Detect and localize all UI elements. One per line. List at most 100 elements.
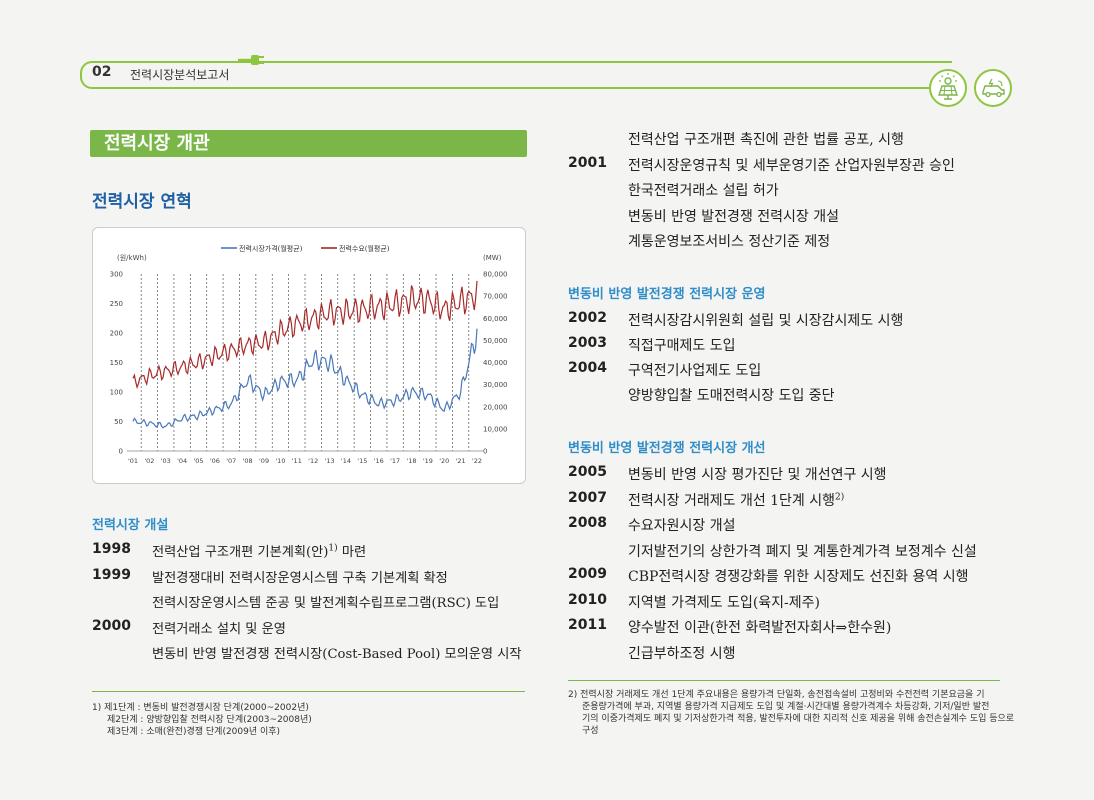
history-event-text: 긴급부하조정 시행 <box>628 645 736 662</box>
history-event: 한국전력거래소 설립 허가 <box>628 180 779 200</box>
history-year: 2000 <box>92 617 131 634</box>
history-event: 기저발전기의 상한가격 폐지 및 계통한계가격 보정계수 신설 <box>628 541 977 561</box>
legend-label: 전력수요(월평균) <box>339 244 390 253</box>
x-tick-label: '14 <box>341 457 351 465</box>
history-year: 2002 <box>568 310 607 326</box>
history-year: 2003 <box>568 335 607 351</box>
y-right-tick-label: 80,000 <box>483 271 508 279</box>
x-tick-label: '06 <box>210 457 220 465</box>
x-tick-label: '02 <box>144 457 154 465</box>
chart-canvas: (원/kWh) (MW) 300 250 200 150 100 50 0 80,000 70,00… <box>110 244 508 465</box>
subsection-title: 전력시장 연혁 <box>92 192 192 212</box>
y-right-tick-label: 50,000 <box>483 337 508 345</box>
history-year: 2008 <box>568 515 607 531</box>
history-event: 변동비 반영 시장 평가진단 및 개선연구 시행 <box>628 464 887 484</box>
history-event: 전력시장 거래제도 개선 1단계 시행2) <box>628 490 844 510</box>
history-event-text: 발전경쟁대비 전력시장운영시스템 구축 기본계획 확정 <box>152 570 448 586</box>
history-year: 2010 <box>568 591 607 608</box>
history-event-text: 양수발전 이관(한전 화력발전자회사⇒한수원) <box>628 620 892 636</box>
x-tick-label: '15 <box>357 457 367 465</box>
x-tick-label: '03 <box>161 457 171 465</box>
y-left-tick-label: 200 <box>110 330 123 338</box>
history-year: 2011 <box>568 617 607 633</box>
history-event-text: 지역별 가격제도 도입(육지-제주) <box>628 594 820 611</box>
y-right-tick-label: 0 <box>483 448 487 456</box>
history-event-text: 계통운영보조서비스 정산기준 제정 <box>628 234 831 250</box>
history-event: 직접구매제도 도입 <box>628 335 736 355</box>
x-tick-label: '01 <box>128 457 138 465</box>
electric-car-icon <box>974 69 1012 107</box>
history-event-text: 한국전력거래소 설립 허가 <box>628 183 779 199</box>
footnote-line: 기의 이중가격제도 폐지 및 기저상한가격 적용, 발전투자에 대한 지리적 신… <box>582 714 1015 724</box>
history-event: 전력시장감시위원회 설립 및 시장감시제도 시행 <box>628 310 903 330</box>
x-tick-label: '11 <box>292 457 302 465</box>
footnote-divider-right <box>568 680 1000 681</box>
history-year: 2001 <box>568 154 607 171</box>
y-left-tick-label: 50 <box>114 418 123 426</box>
x-tick-label: '21 <box>456 457 466 465</box>
footnote-line: 1) 제1단계 : 변동비 발전경쟁시장 단계(2000~2002년) <box>92 703 309 713</box>
history-event: 전력산업 구조개편 촉진에 관한 법률 공포, 시행 <box>628 129 904 149</box>
solar-panel-icon <box>929 69 967 107</box>
history-year: 2005 <box>568 464 607 480</box>
operation-heading: 변동비 반영 발전경쟁 전력시장 운영 <box>568 287 766 302</box>
y-right-tick-label: 30,000 <box>483 381 508 389</box>
y-right-tick-label: 20,000 <box>483 403 508 411</box>
x-tick-label: '12 <box>308 457 318 465</box>
history-event: 발전경쟁대비 전력시장운영시스템 구축 기본계획 확정 <box>152 567 448 586</box>
history-event: 전력시장운영시스템 준공 및 발전계획수립프로그램(RSC) 도입 <box>152 592 499 611</box>
footnote-divider-left <box>92 691 525 692</box>
x-tick-label: '05 <box>193 457 203 465</box>
x-tick-label: '08 <box>243 457 253 465</box>
y-left-tick-label: 100 <box>110 389 123 397</box>
history-year: 1999 <box>92 566 131 583</box>
x-tick-label: '17 <box>390 457 400 465</box>
x-tick-label: '20 <box>439 457 449 465</box>
history-event: 지역별 가격제도 도입(육지-제주) <box>628 592 820 612</box>
history-event: 변동비 반영 발전경쟁 전력시장 개설 <box>628 206 839 226</box>
y-left-tick-label: 0 <box>119 448 123 456</box>
improvement-heading: 변동비 반영 발전경쟁 전력시장 개선 <box>568 441 766 456</box>
y-left-tick-label: 250 <box>110 300 123 308</box>
y-right-tick-label: 60,000 <box>483 315 508 323</box>
x-tick-label: '07 <box>226 457 236 465</box>
left-history-heading: 전력시장 개설 <box>92 518 169 533</box>
history-event-text: 전력시장감시위원회 설립 및 시장감시제도 시행 <box>628 313 904 329</box>
history-event: 양방향입찰 도매전력시장 도입 중단 <box>628 385 835 405</box>
x-tick-label: '10 <box>275 457 285 465</box>
footnote-line: 2) 전력시장 거래제도 개선 1단계 주요내용은 용량가격 단일화, 송전접속… <box>568 690 985 700</box>
history-event-text: 양방향입찰 도매전력시장 도입 중단 <box>628 388 835 404</box>
history-event: 긴급부하조정 시행 <box>628 643 736 663</box>
report-title: 전력시장분석보고서 <box>130 68 230 82</box>
history-event-tail: 마련 <box>337 545 367 560</box>
footnote-ref: 1) <box>328 543 338 554</box>
plug-icon <box>236 52 266 68</box>
history-event-text: 구역전기사업제도 도입 <box>628 363 762 379</box>
history-event-text: 변동비 반영 시장 평가진단 및 개선연구 시행 <box>628 467 887 483</box>
history-event: 전력산업 구조개편 기본계획(안)1) 마련 <box>152 541 366 560</box>
header-frame <box>80 61 952 89</box>
x-tick-label: '16 <box>374 457 384 465</box>
history-event-text: 변동비 반영 발전경쟁 전력시장 개설 <box>628 208 839 225</box>
legend-label: 전력시장가격(월평균) <box>239 244 303 253</box>
history-event: 변동비 반영 발전경쟁 전력시장(Cost-Based Pool) 모의운영 시… <box>152 643 522 662</box>
history-event: 전력시장운영규칙 및 세부운영기준 산업자원부장관 승인 <box>628 155 955 175</box>
section-title: 전력시장 개관 <box>104 133 210 154</box>
y-left-tick-label: 300 <box>110 271 123 279</box>
x-tick-label: '19 <box>423 457 433 465</box>
history-event-text: CBP전력시장 경쟁강화를 위한 시장제도 선진화 용역 시행 <box>628 569 969 585</box>
history-year: 2009 <box>568 566 607 582</box>
x-tick-label: '09 <box>259 457 269 465</box>
y-left-tick-label: 150 <box>110 359 123 367</box>
history-event-text: 전력산업 구조개편 촉진에 관한 법률 공포, 시행 <box>628 132 904 148</box>
history-event-text: 기저발전기의 상한가격 폐지 및 계통한계가격 보정계수 신설 <box>628 543 977 560</box>
footnote-line: 구성 <box>582 726 599 736</box>
history-event: CBP전력시장 경쟁강화를 위한 시장제도 선진화 용역 시행 <box>628 566 968 586</box>
section-banner <box>90 130 527 157</box>
y-left-axis-label: (원/kWh) <box>117 253 147 262</box>
x-tick-label: '04 <box>177 457 187 465</box>
history-event-text: 직접구매제도 도입 <box>628 338 736 354</box>
history-event: 양수발전 이관(한전 화력발전자회사⇒한수원) <box>628 617 891 637</box>
history-event: 전력거래소 설치 및 운영 <box>152 618 286 637</box>
y-right-tick-label: 70,000 <box>483 293 508 301</box>
